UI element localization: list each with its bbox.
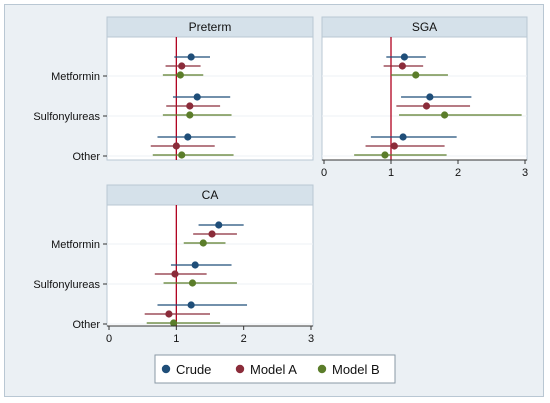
panel-title: Preterm [189, 20, 232, 34]
point-model-a-sulfonylureas [422, 102, 431, 110]
panel-preterm: Preterm Metformin Sulfonylureas Other [33, 16, 314, 163]
point-model-a-other [172, 142, 180, 150]
x-tick-label-2: 2 [455, 167, 461, 179]
y-tick-label-sulfonylureas: Sulfonylureas [33, 111, 100, 123]
point-model-b-sulfonylureas [186, 111, 194, 119]
legend-marker-model-a [235, 364, 245, 374]
point-model-b-other [170, 319, 178, 327]
point-model-a-sulfonylureas [186, 102, 194, 110]
x-tick-label-0: 0 [106, 333, 112, 345]
x-tick-label-0: 0 [321, 167, 327, 179]
y-tick-label-other: Other [72, 151, 100, 163]
point-crude-metformin [400, 53, 408, 61]
panel-title: SGA [412, 20, 437, 34]
y-tick-label-metformin: Metformin [51, 239, 100, 251]
point-crude-other [187, 301, 195, 309]
point-model-a-other [165, 310, 173, 318]
point-model-b-metformin [412, 71, 420, 79]
point-model-b-other [178, 151, 186, 159]
legend-label-model-b: Model B [332, 362, 380, 377]
x-tick-label-1: 1 [388, 167, 394, 179]
point-model-b-metformin [176, 71, 184, 79]
legend-label-crude: Crude [176, 362, 211, 377]
x-tick-label-2: 2 [241, 333, 247, 345]
legend-marker-model-b [317, 364, 327, 374]
point-model-a-metformin [398, 62, 406, 70]
point-crude-metformin [187, 53, 195, 61]
legend: Crude Model A Model B [154, 354, 396, 384]
point-model-a-metformin [208, 230, 216, 238]
point-model-a-other [390, 142, 398, 150]
legend-box [154, 354, 396, 384]
y-tick-label-other: Other [72, 319, 100, 331]
legend-marker-crude [161, 364, 171, 374]
panel-sga: SGA 0 1 2 3 [321, 16, 528, 179]
point-crude-other [399, 133, 407, 141]
y-tick-label-sulfonylureas: Sulfonylureas [33, 279, 100, 291]
plot-area [321, 36, 528, 161]
x-tick-label-3: 3 [522, 167, 528, 179]
point-model-b-sulfonylureas [441, 111, 449, 119]
point-crude-sulfonylureas [193, 93, 201, 101]
legend-label-model-a: Model A [250, 362, 297, 377]
point-crude-other [184, 133, 192, 141]
point-crude-sulfonylureas [191, 261, 199, 269]
point-model-b-other [381, 151, 389, 159]
point-model-a-sulfonylureas [171, 270, 179, 278]
panel-ca: CA Metformin Sulfonylureas Other 0 1 2 3 [33, 184, 314, 345]
panel-title: CA [202, 188, 219, 202]
y-tick-label-metformin: Metformin [51, 71, 100, 83]
plot-area [106, 36, 314, 161]
point-model-b-metformin [199, 239, 207, 247]
x-tick-label-1: 1 [173, 333, 179, 345]
x-tick-label-3: 3 [308, 333, 314, 345]
point-model-b-sulfonylureas [188, 279, 197, 287]
point-crude-sulfonylureas [426, 93, 434, 101]
point-model-a-metformin [178, 62, 186, 70]
point-crude-metformin [215, 221, 223, 229]
